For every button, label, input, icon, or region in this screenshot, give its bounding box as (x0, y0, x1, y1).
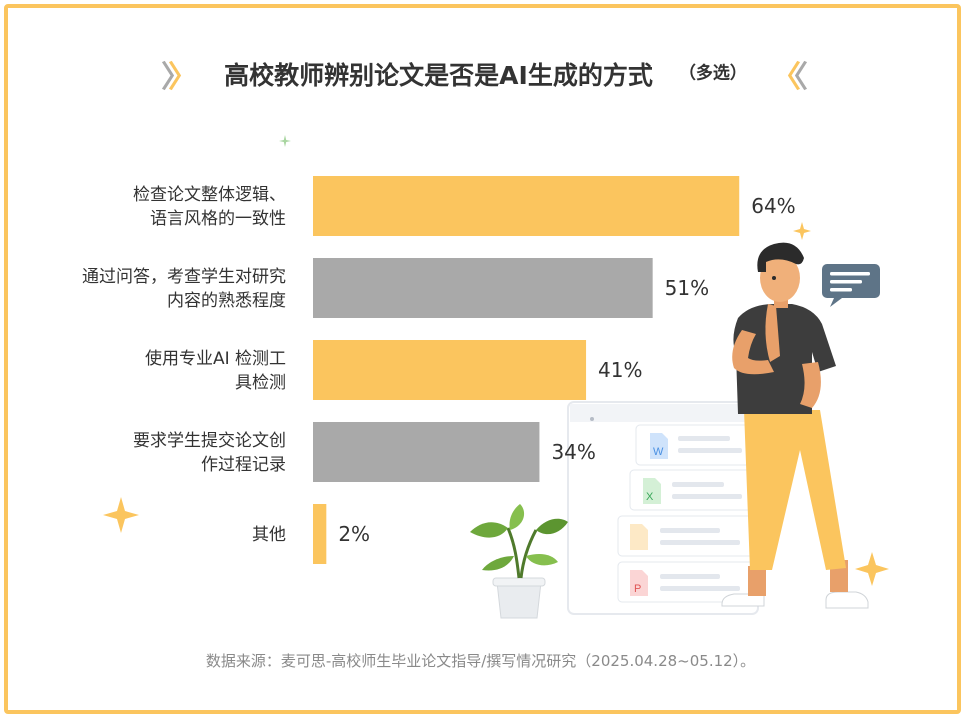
chart-title: 高校教师辨别论文是否是AI生成的方式 (224, 61, 653, 90)
bar-4 (313, 422, 540, 482)
bar-2 (313, 258, 653, 318)
value-label-3: 41% (598, 358, 642, 382)
value-label-4: 34% (551, 440, 595, 464)
bar-1 (313, 176, 740, 236)
category-label-2: 内容的熟悉程度 (167, 290, 286, 311)
svg-text:P: P (634, 583, 641, 595)
document-window: W X P (567, 401, 759, 615)
value-label-5: 2% (338, 522, 370, 546)
category-label-1: 语言风格的一致性 (150, 209, 286, 229)
sparkle-icon (793, 222, 811, 240)
value-label-2: 51% (665, 276, 709, 300)
plant-icon (470, 504, 568, 619)
sparkle-icon (279, 135, 291, 147)
sparkle-icon (103, 497, 139, 533)
chart-subtitle: （多选） (678, 63, 747, 84)
category-label-3: 具检测 (235, 373, 286, 393)
thinking-person-icon (721, 242, 869, 609)
chat-bubble-icon (822, 264, 880, 307)
bar-3 (313, 340, 587, 400)
svg-text:X: X (646, 491, 654, 503)
category-label-1: 检查论文整体逻辑、 (133, 185, 286, 205)
bar-5 (313, 504, 327, 564)
svg-text:W: W (653, 446, 664, 458)
category-label-4: 要求学生提交论文创 (133, 431, 286, 451)
title-row: 〉〉 高校教师辨别论文是否是AI生成的方式 （多选） 〈〈 (0, 52, 961, 96)
value-label-1: 64% (751, 194, 795, 218)
category-label-5: 其他 (252, 525, 286, 545)
word-file-icon: W (635, 424, 755, 466)
excel-file-icon: X (629, 469, 755, 511)
category-label-3: 使用专业AI 检测工 (145, 348, 286, 369)
sparkle-icon (855, 552, 889, 586)
category-label-2: 通过问答，考查学生对研究 (82, 267, 286, 287)
document-file-icon (617, 515, 755, 557)
category-label-4: 作过程记录 (201, 455, 286, 475)
pdf-file-icon: P (617, 561, 755, 603)
source-note: 数据来源：麦可思-高校师生毕业论文指导/撰写情况研究（2025.04.28~05… (205, 652, 756, 670)
